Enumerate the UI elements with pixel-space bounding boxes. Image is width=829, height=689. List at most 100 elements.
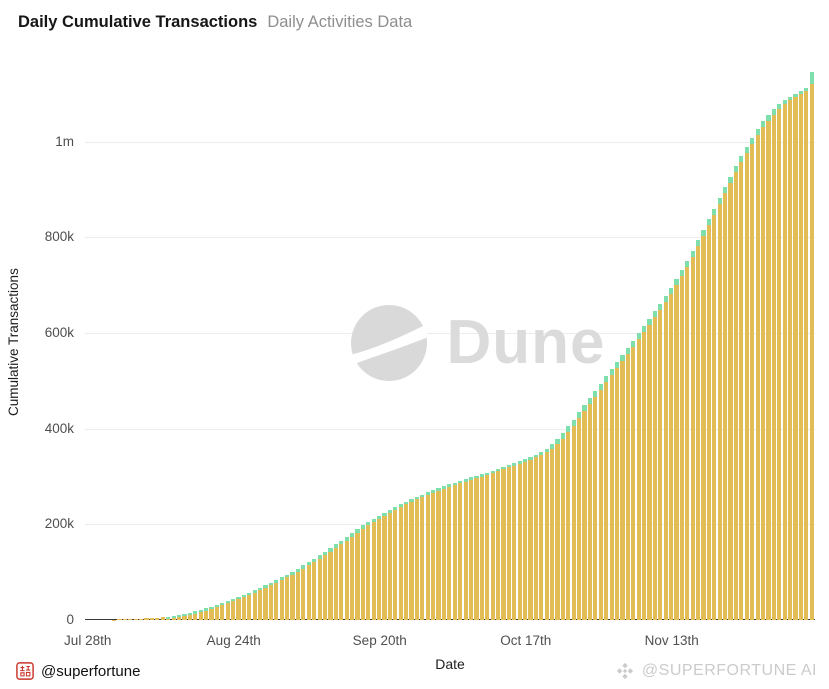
bar[interactable] [171,615,176,620]
bar[interactable] [263,585,268,620]
bar[interactable] [609,369,614,620]
bar[interactable] [809,72,814,620]
bar[interactable] [717,198,722,620]
bar[interactable] [587,398,593,620]
bar[interactable] [452,482,457,620]
bar[interactable] [517,461,522,620]
bar[interactable] [755,129,760,620]
bar[interactable] [782,100,787,620]
bar[interactable] [225,600,230,620]
bar[interactable] [166,616,171,620]
bar[interactable] [620,354,625,620]
bar[interactable] [577,412,582,620]
bar[interactable] [474,475,479,620]
bar[interactable] [598,383,603,620]
bar[interactable] [301,565,306,620]
bar[interactable] [728,176,733,620]
bar[interactable] [533,454,539,620]
bar[interactable] [798,91,803,620]
bar[interactable] [652,311,657,620]
bar[interactable] [198,609,203,620]
bar[interactable] [663,296,668,620]
bar[interactable] [712,208,717,620]
bar[interactable] [236,596,241,620]
bar[interactable] [349,532,355,620]
bar[interactable] [339,540,344,620]
bar[interactable] [739,156,744,620]
bar[interactable] [669,287,674,620]
bar[interactable] [214,604,219,620]
bar[interactable] [149,618,155,620]
bar[interactable] [247,592,252,620]
bar[interactable] [366,522,371,620]
bar[interactable] [468,477,474,620]
bar[interactable] [333,544,338,620]
bar[interactable] [128,619,133,620]
bar[interactable] [355,529,360,620]
bar[interactable] [420,494,425,620]
bar[interactable] [344,536,349,620]
bar[interactable] [382,512,387,620]
bar[interactable] [285,574,290,620]
bar[interactable] [209,606,214,620]
bar[interactable] [566,426,571,620]
bar[interactable] [723,187,728,620]
bar[interactable] [182,613,187,620]
bar[interactable] [544,448,549,620]
bar[interactable] [647,319,652,620]
bar[interactable] [463,479,468,620]
bar[interactable] [696,240,701,620]
bar[interactable] [555,439,560,620]
bar[interactable] [393,507,398,620]
bar[interactable] [306,562,311,620]
bar[interactable] [252,590,257,620]
bar[interactable] [733,166,739,620]
bar[interactable] [485,472,490,620]
bar[interactable] [582,405,587,620]
bar[interactable] [701,229,706,620]
bar[interactable] [604,376,609,620]
bar[interactable] [268,582,274,620]
bar[interactable] [187,612,192,620]
bar[interactable] [317,555,322,620]
bar[interactable] [631,340,636,620]
bar[interactable] [295,568,301,620]
bar[interactable] [495,468,501,620]
bar[interactable] [706,219,712,620]
bar[interactable] [409,499,414,620]
bar[interactable] [447,484,452,620]
bar[interactable] [404,501,409,620]
bar[interactable] [528,457,533,620]
bar[interactable] [258,587,263,620]
bar[interactable] [398,504,403,620]
bar[interactable] [274,580,279,620]
bar[interactable] [550,444,555,620]
bar[interactable] [658,303,663,620]
bar[interactable] [685,260,690,620]
bar[interactable] [593,390,598,620]
bar[interactable] [771,109,776,620]
bar[interactable] [539,452,544,620]
bar[interactable] [203,608,209,620]
bar[interactable] [328,548,333,620]
bar[interactable] [220,602,225,620]
bar[interactable] [425,492,430,620]
bar[interactable] [760,121,766,620]
bar[interactable] [560,432,566,620]
bar[interactable] [766,114,771,620]
bar[interactable] [360,525,365,620]
bar[interactable] [387,509,393,620]
bar[interactable] [160,617,165,620]
bar[interactable] [512,463,517,620]
bar[interactable] [144,618,149,620]
bar[interactable] [679,270,685,620]
bar[interactable] [614,362,620,620]
bar[interactable] [371,518,376,620]
bar[interactable] [479,474,484,620]
bar[interactable] [571,419,576,620]
bar[interactable] [117,619,122,620]
bar[interactable] [279,577,284,620]
bar[interactable] [804,88,809,620]
bar[interactable] [523,459,528,620]
bar[interactable] [674,279,679,620]
